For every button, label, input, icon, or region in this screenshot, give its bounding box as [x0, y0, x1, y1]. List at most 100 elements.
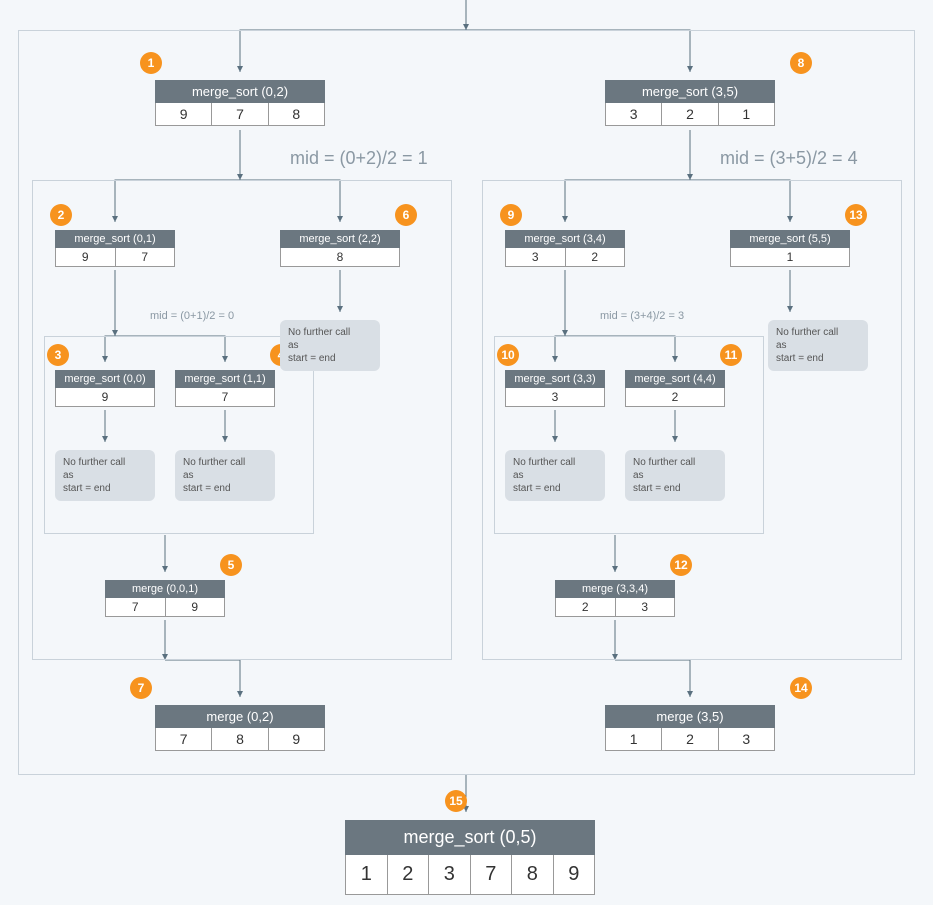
node-cells: 978: [155, 103, 325, 126]
node-n12: merge (3,3,4)2312: [555, 580, 675, 617]
step-badge: 8: [790, 52, 812, 74]
node-n13: merge_sort (5,5)113: [730, 230, 850, 267]
step-badge: 1: [140, 52, 162, 74]
step-badge: 11: [720, 344, 742, 366]
terminal-note-3: No further callasstart = end: [505, 450, 605, 501]
cell: 7: [212, 103, 268, 126]
mid-label-3: mid = (3+4)/2 = 3: [600, 310, 684, 322]
node-n6: merge_sort (2,2)86: [280, 230, 400, 267]
mid-label-0: mid = (0+2)/2 = 1: [290, 148, 428, 169]
cell: 2: [662, 728, 718, 751]
node-cells: 1: [730, 248, 850, 267]
node-cells: 321: [605, 103, 775, 126]
cell: 3: [719, 728, 775, 751]
note-line: No further call: [183, 456, 267, 469]
cell: 2: [388, 855, 430, 895]
node-n3: merge_sort (0,0)93: [55, 370, 155, 407]
node-n8: merge_sort (3,5)3218: [605, 80, 775, 126]
note-line: start = end: [513, 482, 597, 495]
node-cells: 3: [505, 388, 605, 407]
note-line: as: [183, 469, 267, 482]
node-cells: 7: [175, 388, 275, 407]
step-badge: 12: [670, 554, 692, 576]
note-line: No further call: [513, 456, 597, 469]
cell: 8: [212, 728, 268, 751]
cell: 8: [280, 248, 400, 267]
node-cells: 8: [280, 248, 400, 267]
cell: 1: [605, 728, 662, 751]
node-n10: merge_sort (3,3)310: [505, 370, 605, 407]
node-title: merge_sort (4,4): [625, 370, 725, 388]
step-badge: 5: [220, 554, 242, 576]
cell: 7: [155, 728, 212, 751]
note-line: as: [63, 469, 147, 482]
node-title: merge_sort (3,5): [605, 80, 775, 103]
terminal-note-5: No further callasstart = end: [768, 320, 868, 371]
mid-label-2: mid = (0+1)/2 = 0: [150, 310, 234, 322]
node-cells: 97: [55, 248, 175, 267]
node-n9: merge_sort (3,4)329: [505, 230, 625, 267]
node-n11: merge_sort (4,4)211: [625, 370, 725, 407]
group-box-3: [44, 336, 314, 534]
node-cells: 123789: [345, 855, 595, 895]
note-line: No further call: [288, 326, 372, 339]
cell: 7: [105, 598, 166, 617]
note-line: No further call: [776, 326, 860, 339]
node-cells: 23: [555, 598, 675, 617]
note-line: start = end: [633, 482, 717, 495]
cell: 9: [269, 728, 325, 751]
cell: 2: [555, 598, 616, 617]
cell: 8: [269, 103, 325, 126]
note-line: as: [513, 469, 597, 482]
terminal-note-1: No further callasstart = end: [175, 450, 275, 501]
node-n15: merge_sort (0,5)12378915: [345, 820, 595, 895]
cell: 2: [566, 248, 626, 267]
cell: 3: [605, 103, 662, 126]
cell: 2: [625, 388, 725, 407]
node-title: merge_sort (3,3): [505, 370, 605, 388]
node-cells: 79: [105, 598, 225, 617]
cell: 8: [512, 855, 554, 895]
step-badge: 7: [130, 677, 152, 699]
node-n14: merge (3,5)12314: [605, 705, 775, 751]
terminal-note-2: No further callasstart = end: [280, 320, 380, 371]
cell: 1: [345, 855, 388, 895]
terminal-note-0: No further callasstart = end: [55, 450, 155, 501]
cell: 7: [175, 388, 275, 407]
step-badge: 14: [790, 677, 812, 699]
node-n4: merge_sort (1,1)74: [175, 370, 275, 407]
node-title: merge (3,5): [605, 705, 775, 728]
cell: 9: [55, 248, 116, 267]
node-title: merge_sort (1,1): [175, 370, 275, 388]
node-cells: 123: [605, 728, 775, 751]
step-badge: 15: [445, 790, 467, 812]
cell: 2: [662, 103, 718, 126]
cell: 3: [616, 598, 676, 617]
note-line: start = end: [776, 352, 860, 365]
note-line: as: [776, 339, 860, 352]
cell: 9: [166, 598, 226, 617]
cell: 9: [554, 855, 596, 895]
step-badge: 3: [47, 344, 69, 366]
node-title: merge (0,2): [155, 705, 325, 728]
cell: 3: [429, 855, 471, 895]
note-line: No further call: [63, 456, 147, 469]
mid-label-1: mid = (3+5)/2 = 4: [720, 148, 858, 169]
terminal-note-4: No further callasstart = end: [625, 450, 725, 501]
node-n7: merge (0,2)7897: [155, 705, 325, 751]
step-badge: 13: [845, 204, 867, 226]
cell: 3: [505, 388, 605, 407]
cell: 3: [505, 248, 566, 267]
node-title: merge_sort (5,5): [730, 230, 850, 248]
note-line: start = end: [288, 352, 372, 365]
cell: 9: [155, 103, 212, 126]
note-line: as: [633, 469, 717, 482]
cell: 7: [471, 855, 513, 895]
node-title: merge_sort (0,2): [155, 80, 325, 103]
node-n1: merge_sort (0,2)9781: [155, 80, 325, 126]
node-cells: 2: [625, 388, 725, 407]
group-box-4: [494, 336, 764, 534]
node-n2: merge_sort (0,1)972: [55, 230, 175, 267]
note-line: start = end: [183, 482, 267, 495]
node-n5: merge (0,0,1)795: [105, 580, 225, 617]
